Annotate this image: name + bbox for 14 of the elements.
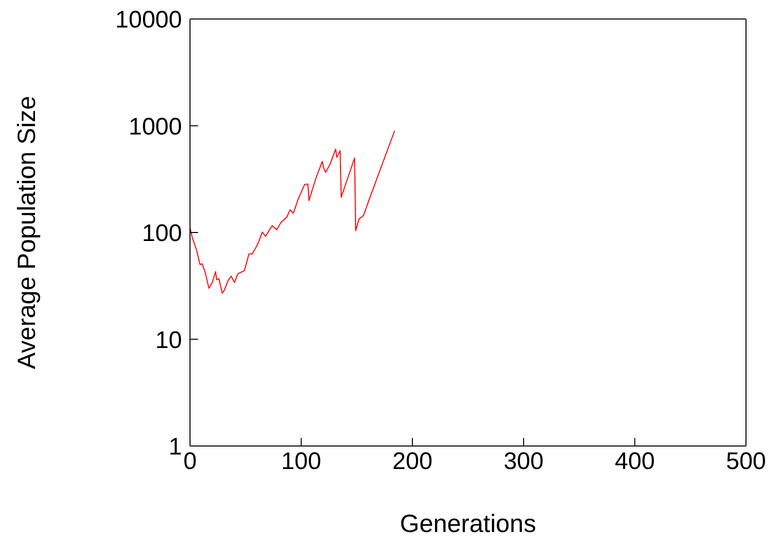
y-tick-label: 1000	[128, 113, 182, 140]
y-tick-label: 10	[155, 326, 182, 354]
x-tick-label: 500	[726, 448, 766, 476]
y-tick-label: 1	[168, 434, 182, 461]
y-tick-label: 100	[142, 220, 182, 248]
x-tick-label: 100	[281, 448, 322, 476]
y-tick-label: 10000	[115, 6, 182, 34]
x-tick-label: 300	[504, 448, 544, 476]
x-tick-label: 0	[183, 448, 197, 476]
line-series	[190, 130, 396, 294]
y-axis-title: Average Population Size	[12, 96, 41, 370]
x-axis-title: Generations	[400, 510, 536, 538]
x-tick-label: 200	[392, 448, 432, 476]
x-tick-label: 400	[614, 448, 655, 476]
